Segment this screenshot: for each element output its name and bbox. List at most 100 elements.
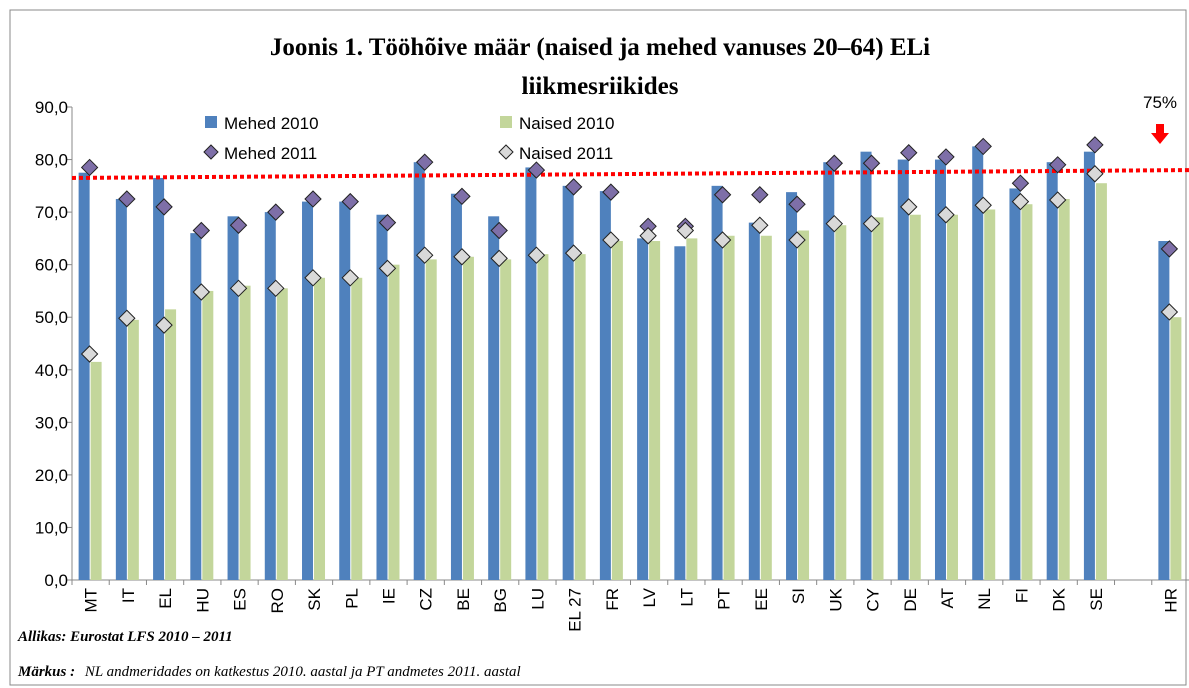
x-tick-label: IE [379,588,398,604]
marker [602,183,620,201]
bar [1095,183,1107,580]
bar [302,201,314,580]
x-tick-label: DE [901,588,920,612]
marker [676,221,695,240]
marker [564,244,583,262]
x-tick-label: AT [938,588,957,608]
bar [823,162,835,580]
marker [1011,192,1030,211]
bar [165,309,177,580]
marker [713,231,732,249]
x-tick-label: LT [677,588,696,607]
bar [525,167,537,580]
marker [602,231,620,249]
x-tick-label: SI [789,588,808,604]
bar [462,256,474,580]
legend-label: Mehed 2011 [224,144,317,163]
bar [388,264,400,580]
marker [416,246,434,264]
bar [860,151,872,580]
marker [788,231,806,249]
chart-title: Joonis 1. Tööhõive määr (naised ja mehed… [270,34,930,61]
bar [227,216,239,580]
bar [264,212,276,580]
bar [1170,317,1182,580]
x-tick-label: EE [752,588,771,611]
marker [751,216,769,234]
bar [488,216,500,580]
bar [115,198,127,580]
bar [276,288,288,580]
marker [267,279,285,298]
note: Märkus : NL andmeridades on katkestus 20… [17,664,521,680]
bar [1058,198,1070,580]
marker [341,192,359,211]
marker [304,269,322,287]
x-tick-label: ES [231,588,250,611]
x-tick-label: PT [715,588,734,610]
x-tick-label: FR [603,588,622,611]
y-tick-label: 20,0 [35,466,68,485]
x-tick-label: PL [342,588,361,609]
y-tick-label: 60,0 [35,256,68,275]
bar [711,185,723,581]
marker [155,198,173,216]
bar [413,162,425,580]
bar [562,185,574,581]
note-text: NL andmeridades on katkestus 2010. aasta… [84,664,521,680]
bar [984,209,996,580]
marker [229,279,248,298]
legend-label: Mehed 2010 [224,114,319,133]
x-tick-label: EL [156,588,175,609]
bar [934,159,946,581]
y-tick-label: 40,0 [35,361,68,380]
legend-label: Naised 2010 [519,114,614,133]
marker [564,178,583,196]
bar [946,214,958,580]
marker [713,186,732,204]
marker [118,190,136,208]
bar [190,233,202,580]
bar [202,290,214,580]
x-tick-label: LV [640,587,659,607]
bar [649,241,661,580]
x-tick-label: UK [826,587,845,611]
bar [425,259,437,580]
legend-swatch [203,144,219,160]
chart-title: liikmesriikides [522,73,679,100]
bar [500,259,512,580]
marker [527,161,546,179]
x-tick-label: FI [1012,588,1031,603]
bar [637,238,649,580]
marker [900,144,918,162]
marker [229,216,248,234]
bar [897,159,909,581]
target-label: 75% [1143,93,1177,112]
marker [378,259,397,278]
x-tick-label: CZ [417,588,436,611]
x-tick-label: BE [454,588,473,611]
x-tick-label: MT [82,588,101,613]
y-tick-label: 10,0 [35,518,68,537]
bar [909,214,921,580]
marker [453,248,471,266]
bar [314,277,326,580]
marker [490,249,508,268]
x-tick-label: HU [193,588,212,613]
marker [304,190,322,208]
bar [351,277,363,580]
marker [192,221,211,240]
bar [786,192,798,580]
x-tick-label: SE [1087,588,1106,611]
marker [825,214,843,233]
x-tick-label: EL 27 [566,588,585,632]
y-tick-label: 0,0 [44,571,68,590]
legend-swatch [498,144,514,160]
y-tick-label: 30,0 [35,413,68,432]
legend-swatch [205,116,217,128]
marker [527,246,546,264]
source: Allikas: Eurostat LFS 2010 – 2011 [17,629,233,645]
x-tick-label: CY [864,588,883,612]
marker [900,198,918,216]
